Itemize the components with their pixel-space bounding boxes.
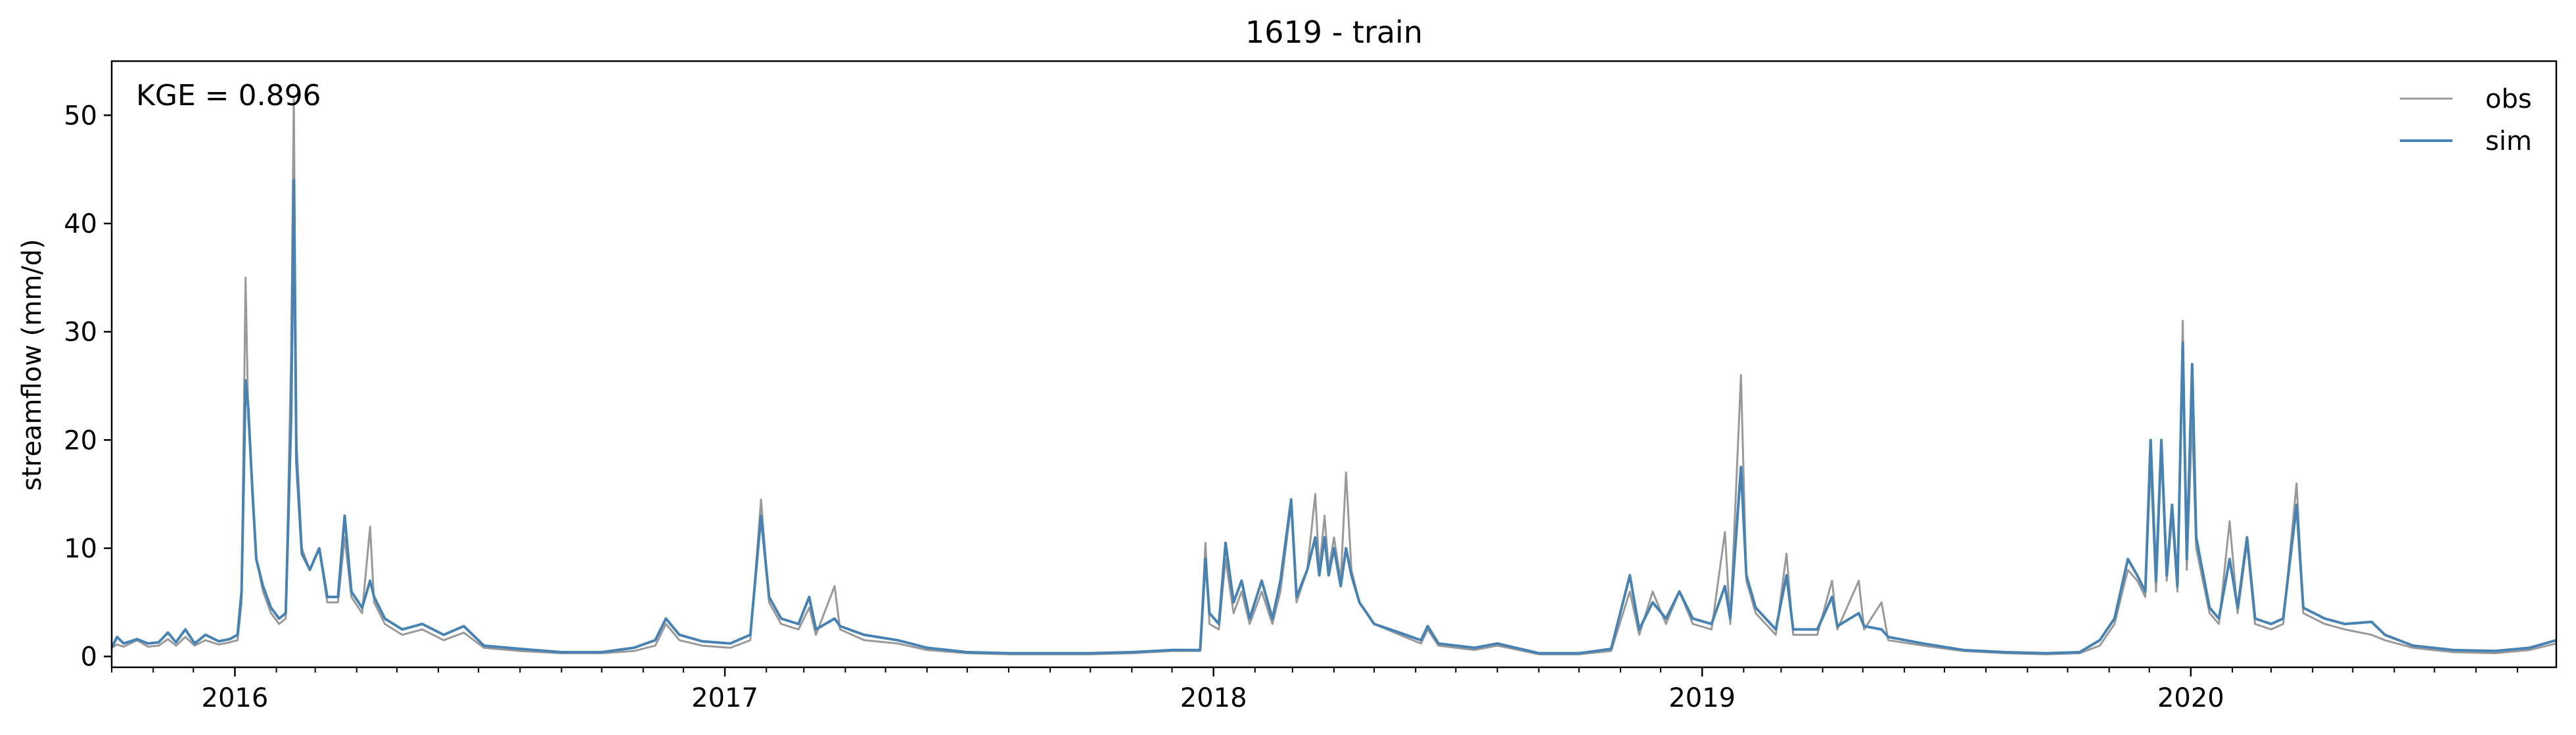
y-tick-label: 20 xyxy=(64,425,97,456)
y-axis: 0 10 20 30 40 50 xyxy=(64,101,112,673)
chart-title: 1619 - train xyxy=(1245,14,1423,50)
x-tick-label: 2020 xyxy=(2157,683,2224,713)
y-tick-label: 30 xyxy=(64,318,97,348)
series-layer xyxy=(110,98,2557,655)
y-tick-label: 50 xyxy=(64,101,97,131)
y-axis-label: streamflow (mm/d) xyxy=(17,239,47,490)
y-tick-label: 40 xyxy=(64,209,97,239)
plot-frame xyxy=(110,60,2558,669)
x-tick-label: 2019 xyxy=(1668,683,1736,713)
x-tick-label: 2018 xyxy=(1180,683,1247,713)
kge-annotation: KGE = 0.896 xyxy=(136,79,321,112)
series-line-obs xyxy=(111,98,2557,655)
legend-label-sim: sim xyxy=(2485,126,2532,156)
x-tick-label: 2017 xyxy=(691,683,758,713)
y-tick-label: 0 xyxy=(81,642,97,673)
legend-label-obs: obs xyxy=(2485,84,2532,114)
plot-area xyxy=(110,60,2558,669)
y-tick-label: 10 xyxy=(64,534,97,564)
legend: obs sim xyxy=(2400,84,2532,156)
x-axis: 2016 2017 2018 2019 2020 xyxy=(111,667,2518,713)
x-tick-label: 2016 xyxy=(202,683,269,713)
series-line-sim xyxy=(110,179,2557,655)
